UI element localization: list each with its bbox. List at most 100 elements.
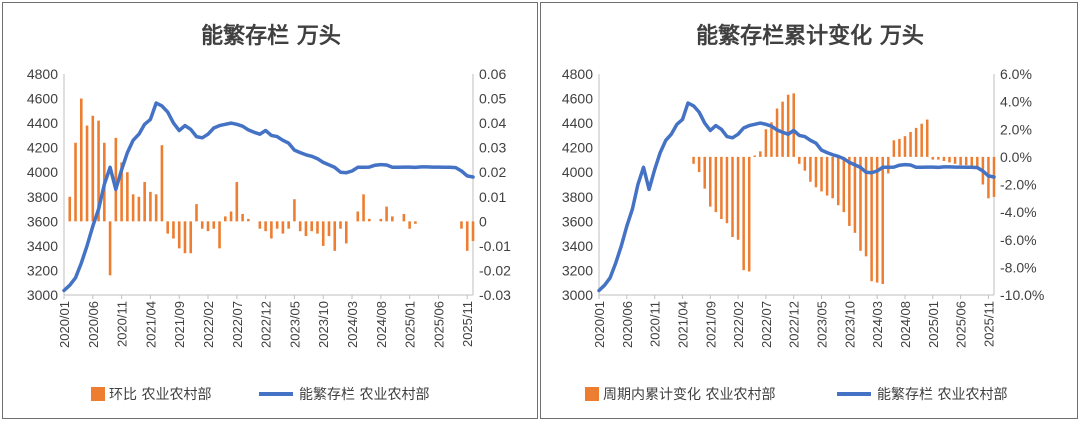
chart-title: 能繁存栏 万头 xyxy=(201,23,341,49)
x-tick-label: 2023/10 xyxy=(316,301,331,348)
bar xyxy=(836,156,840,206)
x-tick-label: 2025/06 xyxy=(431,301,446,348)
bar xyxy=(792,93,795,157)
x-tick-label: 2020/01 xyxy=(57,301,72,348)
bar xyxy=(160,145,164,222)
bar xyxy=(85,125,89,222)
x-tick-label: 2025/06 xyxy=(954,301,969,348)
right-tick-label: -6.0% xyxy=(1000,232,1037,248)
x-tick-label: 2024/03 xyxy=(345,301,360,348)
legend-label-bar: 环比 农业农村部 xyxy=(109,387,211,403)
bar xyxy=(166,221,169,234)
x-axis-ticks: 2020/01 2020/06 2020/11 2021/04 2021/09 2022/… xyxy=(57,295,475,348)
x-tick-label: 2022/12 xyxy=(259,301,274,348)
bar xyxy=(79,98,83,222)
bar xyxy=(848,156,851,226)
x-tick-label: 2021/04 xyxy=(143,301,158,348)
bar xyxy=(287,221,290,229)
bar xyxy=(235,182,239,222)
bar xyxy=(293,199,296,222)
bar xyxy=(825,156,829,196)
bar xyxy=(327,221,331,237)
right-tick-label: -8.0% xyxy=(1000,259,1037,275)
bar xyxy=(959,156,962,166)
right-tick-label: -0.02 xyxy=(479,262,511,278)
bar xyxy=(814,156,818,188)
x-tick-label: 2022/07 xyxy=(230,301,245,348)
bar xyxy=(976,156,979,168)
bar xyxy=(920,123,923,157)
bar xyxy=(91,115,95,222)
bar xyxy=(914,127,918,157)
bar xyxy=(154,194,158,222)
bar xyxy=(270,221,273,239)
left-tick-label: 4600 xyxy=(27,91,58,107)
legend-label-bar: 周期内累计变化 农业农村部 xyxy=(603,387,775,403)
bar xyxy=(942,156,946,162)
bar xyxy=(820,156,823,192)
bar xyxy=(742,156,745,271)
x-axis-ticks: 2020/01 2020/06 2020/11 2021/04 2021/09 2022/… xyxy=(592,295,996,348)
bar xyxy=(177,221,181,249)
bar xyxy=(460,221,463,229)
x-tick-label: 2022/02 xyxy=(731,301,746,348)
bar xyxy=(703,156,706,189)
bar xyxy=(864,156,868,257)
left-tick-label: 3200 xyxy=(27,262,58,278)
bar xyxy=(887,156,890,174)
x-tick-label: 2023/05 xyxy=(287,301,302,348)
bar xyxy=(298,221,302,232)
bar xyxy=(970,156,973,167)
legend: 环比 农业农村部 能繁存栏 农业农村部 xyxy=(91,387,429,403)
bar xyxy=(183,221,187,254)
bar xyxy=(344,221,348,244)
bar xyxy=(747,156,751,272)
legend-label-line: 能繁存栏 农业农村部 xyxy=(299,387,429,403)
right-tick-label: 0.03 xyxy=(479,140,506,156)
bar xyxy=(362,194,365,222)
bar xyxy=(870,156,873,282)
x-tick-label: 2022/02 xyxy=(201,301,216,348)
x-tick-label: 2022/07 xyxy=(759,301,774,348)
bar xyxy=(275,221,279,229)
x-tick-label: 2025/11 xyxy=(460,301,475,347)
bar xyxy=(859,156,862,251)
bar xyxy=(218,221,221,249)
bar xyxy=(310,221,314,232)
bar xyxy=(736,156,740,240)
left-axis-ticks: 3000 3200 3400 3600 3800 4000 4200 4400 4600 4800 xyxy=(27,66,58,303)
x-tick-label: 2025/01 xyxy=(926,301,941,348)
bar xyxy=(137,196,141,222)
bar xyxy=(925,119,929,157)
bar xyxy=(131,194,135,222)
x-tick-label: 2024/08 xyxy=(374,301,389,348)
left-tick-label: 4800 xyxy=(562,66,593,82)
bar xyxy=(471,221,475,241)
bar xyxy=(892,140,896,157)
right-tick-label: -2.0% xyxy=(1000,177,1037,193)
bar xyxy=(898,138,901,157)
bar xyxy=(316,221,319,234)
bar xyxy=(697,156,701,173)
bar xyxy=(264,221,267,232)
bar xyxy=(465,221,469,251)
left-tick-label: 4200 xyxy=(562,140,593,156)
bar xyxy=(720,156,723,220)
left-tick-label: 4600 xyxy=(562,91,593,107)
bar xyxy=(195,204,198,222)
bar xyxy=(798,156,801,164)
bar xyxy=(937,156,940,160)
x-tick-label: 2020/01 xyxy=(592,301,607,348)
left-tick-label: 3200 xyxy=(562,262,593,278)
bar xyxy=(909,132,912,157)
x-tick-label: 2025/01 xyxy=(403,301,418,348)
left-tick-label: 3800 xyxy=(27,189,58,205)
bar xyxy=(379,218,383,222)
x-tick-label: 2025/11 xyxy=(981,301,996,347)
bar xyxy=(126,172,129,222)
bar xyxy=(414,221,417,224)
left-tick-label: 3000 xyxy=(562,287,593,303)
right-tick-label: 0.04 xyxy=(479,115,506,131)
left-tick-label: 3400 xyxy=(27,238,58,254)
